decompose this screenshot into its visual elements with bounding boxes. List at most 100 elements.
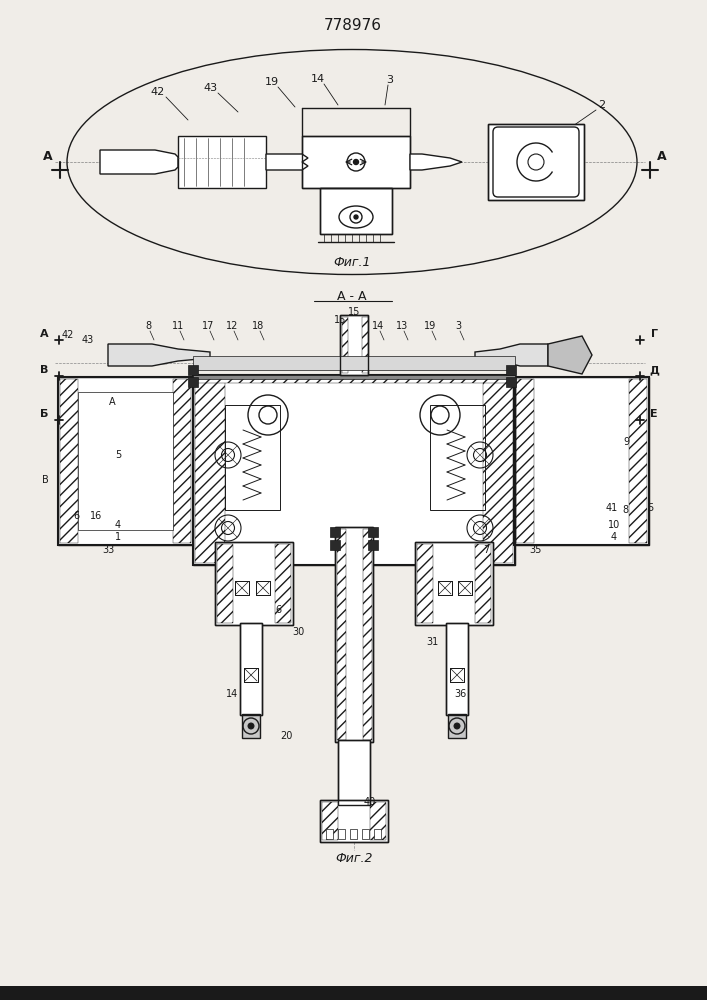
Text: 14: 14: [226, 689, 238, 699]
Text: 8: 8: [145, 321, 151, 331]
Text: А - А: А - А: [337, 290, 367, 304]
Bar: [244, 668, 258, 682]
Bar: [178, 136, 266, 188]
Bar: [430, 405, 485, 510]
Bar: [242, 714, 260, 738]
Bar: [506, 365, 516, 375]
Bar: [302, 136, 410, 188]
Bar: [514, 377, 649, 545]
Bar: [342, 317, 348, 373]
Bar: [450, 668, 464, 682]
Bar: [193, 356, 515, 370]
Text: В: В: [42, 475, 48, 485]
Bar: [215, 542, 293, 625]
Text: 18: 18: [252, 321, 264, 331]
Bar: [78, 392, 173, 530]
Bar: [320, 188, 392, 234]
Bar: [173, 379, 191, 543]
Bar: [514, 377, 649, 545]
Polygon shape: [548, 336, 592, 374]
Text: 35: 35: [529, 545, 541, 555]
Text: Д: Д: [649, 365, 659, 375]
Polygon shape: [100, 150, 178, 174]
Text: 42: 42: [151, 87, 165, 97]
Text: 3: 3: [455, 321, 461, 331]
Bar: [188, 365, 198, 375]
Text: 11: 11: [172, 321, 184, 331]
FancyBboxPatch shape: [493, 127, 579, 197]
Text: А: А: [109, 397, 115, 407]
Bar: [368, 540, 378, 550]
Circle shape: [354, 159, 358, 164]
Text: 40: 40: [364, 797, 376, 807]
Bar: [370, 802, 386, 840]
Text: 14: 14: [311, 74, 325, 84]
Bar: [483, 377, 513, 563]
Text: В: В: [40, 365, 48, 375]
Text: Б: Б: [40, 409, 48, 419]
Bar: [337, 529, 346, 740]
Text: 16: 16: [90, 511, 102, 521]
Bar: [193, 375, 515, 379]
Bar: [0, 986, 707, 1000]
Text: 3: 3: [387, 75, 394, 85]
Text: 19: 19: [265, 77, 279, 87]
Text: 13: 13: [396, 321, 408, 331]
Bar: [438, 581, 452, 595]
Circle shape: [354, 215, 358, 219]
Bar: [235, 581, 249, 595]
Text: 20: 20: [280, 731, 292, 741]
Text: А: А: [43, 149, 53, 162]
Bar: [450, 668, 464, 682]
Bar: [458, 581, 472, 595]
Text: 10: 10: [608, 520, 620, 530]
Text: 33: 33: [102, 545, 114, 555]
Bar: [330, 527, 340, 537]
Bar: [363, 529, 372, 740]
Text: 15: 15: [334, 315, 346, 325]
Bar: [488, 124, 584, 200]
Text: 5: 5: [115, 450, 121, 460]
Text: 43: 43: [82, 335, 94, 345]
Bar: [256, 581, 270, 595]
Bar: [362, 317, 368, 373]
Bar: [629, 379, 647, 543]
Circle shape: [454, 723, 460, 729]
Bar: [193, 375, 515, 565]
Text: А: А: [658, 149, 667, 162]
Text: 778976: 778976: [324, 17, 382, 32]
Bar: [302, 136, 410, 188]
Bar: [320, 800, 388, 842]
Bar: [446, 623, 468, 715]
Text: 19: 19: [424, 321, 436, 331]
Text: 15: 15: [348, 307, 360, 317]
Bar: [58, 377, 193, 545]
Bar: [320, 800, 388, 842]
Bar: [330, 540, 340, 550]
Text: 6: 6: [275, 605, 281, 615]
Bar: [446, 623, 468, 715]
Text: 12: 12: [226, 321, 238, 331]
Circle shape: [248, 723, 254, 729]
Text: Фиг.1: Фиг.1: [333, 255, 370, 268]
Bar: [506, 377, 516, 387]
Text: 8: 8: [622, 505, 628, 515]
Text: А: А: [40, 329, 48, 339]
Bar: [195, 376, 513, 383]
Bar: [338, 740, 370, 805]
Bar: [368, 527, 378, 537]
Circle shape: [350, 211, 362, 223]
Bar: [340, 315, 368, 375]
Text: Фиг.2: Фиг.2: [335, 852, 373, 864]
Bar: [338, 829, 345, 839]
Bar: [362, 829, 369, 839]
Bar: [235, 581, 249, 595]
Bar: [193, 375, 515, 565]
Text: 41: 41: [606, 503, 618, 513]
Bar: [275, 544, 291, 623]
Text: 5: 5: [647, 503, 653, 513]
Text: 7: 7: [483, 545, 489, 555]
Polygon shape: [475, 344, 548, 366]
Bar: [225, 405, 280, 510]
Bar: [240, 623, 262, 715]
